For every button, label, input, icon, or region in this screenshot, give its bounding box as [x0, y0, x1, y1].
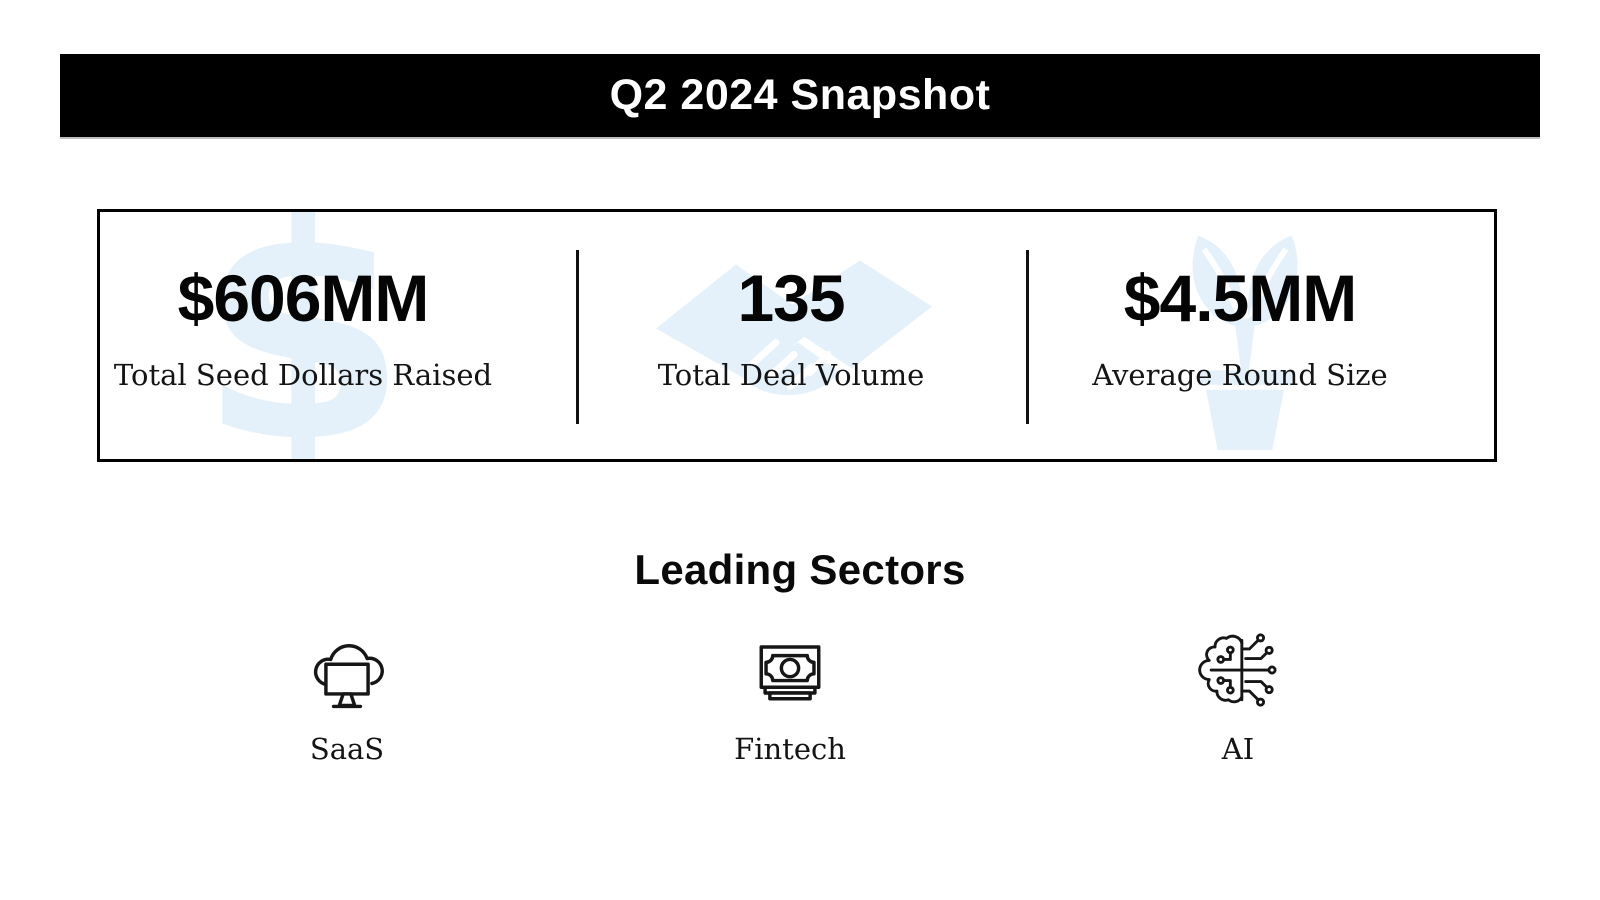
- stat-label: Total Deal Volume: [657, 358, 925, 392]
- stat-divider: [1026, 250, 1029, 424]
- sector-item-ai: AI: [1128, 624, 1348, 766]
- sector-item-fintech: Fintech: [680, 624, 900, 766]
- banknote-stack-icon: [759, 645, 821, 701]
- sector-item-saas: SaaS: [237, 624, 457, 766]
- sector-label: SaaS: [309, 732, 385, 766]
- stat-total-seed-dollars: $606MM Total Seed Dollars Raised: [100, 212, 533, 392]
- page-title: Q2 2024 Snapshot: [609, 71, 991, 119]
- stats-panel: $ $606MM Total Seed: [97, 209, 1497, 462]
- stat-value: 135: [737, 261, 845, 335]
- sectors-title: Leading Sectors: [634, 546, 966, 593]
- sector-label: Fintech: [734, 732, 846, 766]
- stat-divider: [576, 250, 579, 424]
- stat-label: Total Seed Dollars Raised: [113, 358, 493, 392]
- stat-average-round-size: $4.5MM Average Round Size: [1010, 212, 1470, 392]
- stat-value: $606MM: [177, 261, 430, 335]
- stat-value: $4.5MM: [1123, 261, 1357, 335]
- cloud-monitor-icon: [313, 644, 384, 709]
- header-bar: Q2 2024 Snapshot: [60, 54, 1540, 137]
- brain-circuit-icon: [1198, 633, 1277, 707]
- stat-total-deal-volume: 135 Total Deal Volume: [561, 212, 1021, 392]
- sector-label: AI: [1221, 732, 1255, 766]
- stat-label: Average Round Size: [1092, 358, 1388, 392]
